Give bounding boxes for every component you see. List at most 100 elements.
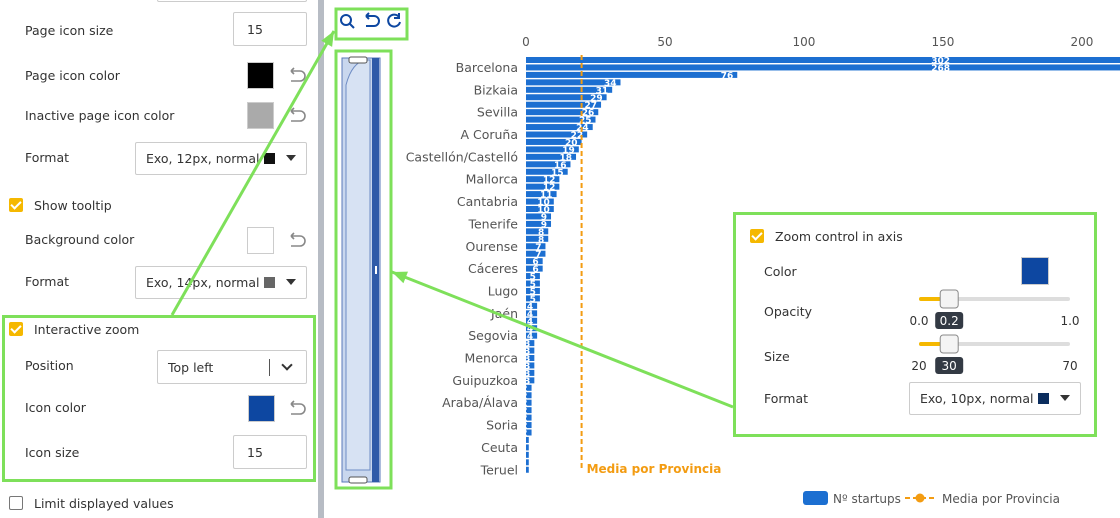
label: Page icon size xyxy=(25,23,114,38)
legend-label: Nº startups xyxy=(833,492,901,506)
bar xyxy=(526,414,532,421)
select[interactable]: Top left xyxy=(157,350,307,384)
color-swatch[interactable] xyxy=(248,395,275,422)
data-label: 20 xyxy=(565,138,578,148)
reset-icon xyxy=(290,107,306,122)
label: Format xyxy=(25,274,70,289)
label: Position xyxy=(25,358,74,373)
bar xyxy=(526,459,529,466)
data-label: 302 xyxy=(931,57,950,67)
input[interactable]: 15 xyxy=(233,435,307,469)
label: Icon color xyxy=(25,400,86,415)
bar xyxy=(526,191,557,198)
bar xyxy=(526,124,593,131)
label: Inactive page icon color xyxy=(25,108,175,123)
input[interactable]: 15 xyxy=(233,12,307,46)
data-label: 1 xyxy=(519,444,525,454)
y-tick-label: Lugo xyxy=(488,283,518,298)
data-label: 7 xyxy=(535,243,541,253)
bar xyxy=(526,116,596,123)
color-swatch[interactable] xyxy=(1021,257,1049,285)
legend-label: Media por Provincia xyxy=(942,492,1060,506)
color-swatch[interactable] xyxy=(247,102,274,129)
zoom-slider[interactable] xyxy=(341,56,381,484)
data-label: 76 xyxy=(721,71,734,81)
input[interactable] xyxy=(157,0,307,2)
bar xyxy=(526,57,1120,63)
bar xyxy=(526,220,552,227)
label: Format xyxy=(25,150,70,165)
label: Format xyxy=(764,391,809,406)
y-tick-label: Jaén xyxy=(490,306,518,321)
bar xyxy=(526,206,554,212)
x-tick-label: 0 xyxy=(522,35,530,49)
y-tick-label: Araba/Álava xyxy=(442,395,518,410)
y-tick-label: Tenerife xyxy=(467,216,518,231)
x-tick-label: 200 xyxy=(1070,35,1093,49)
bar xyxy=(526,258,543,265)
bar xyxy=(526,168,568,175)
reset-icon xyxy=(290,232,306,247)
y-tick-label: Menorca xyxy=(465,351,518,366)
bar xyxy=(526,250,546,257)
label: Interactive zoom xyxy=(34,322,140,337)
y-tick-label: Guipuzkoa xyxy=(452,373,518,388)
select-text: Top left xyxy=(168,360,214,375)
bar xyxy=(526,198,554,205)
bar xyxy=(526,153,577,160)
color-swatch[interactable] xyxy=(247,227,274,254)
data-label: 26 xyxy=(582,109,595,119)
bar xyxy=(526,466,529,473)
data-label: 12 xyxy=(543,176,556,186)
y-tick-label: Cáceres xyxy=(468,261,518,276)
label: Opacity xyxy=(764,304,813,319)
data-label: 31 xyxy=(596,86,609,96)
checkbox[interactable] xyxy=(9,198,23,212)
data-label: 6 xyxy=(532,265,538,275)
dropdown-text: Exo, 10px, normal xyxy=(920,391,1034,406)
checkbox[interactable] xyxy=(9,322,23,336)
data-label: 2 xyxy=(521,422,527,432)
bar xyxy=(526,138,582,145)
checkbox[interactable] xyxy=(9,496,23,510)
zoom-icons[interactable] xyxy=(340,12,401,29)
label: Size xyxy=(764,349,790,364)
highlight xyxy=(334,7,409,41)
data-label: 8 xyxy=(538,228,544,238)
dropdown[interactable]: Exo, 14px, normal xyxy=(135,266,307,299)
data-label: 16 xyxy=(554,161,567,171)
color-swatch[interactable] xyxy=(247,62,274,89)
data-label: 10 xyxy=(537,198,550,208)
dropdown-text: Exo, 14px, normal xyxy=(146,275,260,290)
data-label: 18 xyxy=(560,153,573,163)
label: Limit displayed values xyxy=(34,496,174,511)
reset-icon xyxy=(290,400,306,415)
y-tick-label: Mallorca xyxy=(466,172,518,187)
y-tick-label: Castellón/Castelló xyxy=(406,149,518,164)
data-label: 8 xyxy=(538,235,544,245)
bar xyxy=(526,79,621,86)
data-label: 11 xyxy=(540,191,553,201)
bar xyxy=(526,228,549,235)
dropdown-text: Exo, 12px, normal xyxy=(146,151,260,166)
data-label: 7 xyxy=(535,250,541,260)
dropdown[interactable]: Exo, 12px, normal xyxy=(135,142,307,175)
label: Page icon color xyxy=(25,68,120,83)
highlight xyxy=(334,49,393,490)
legend-swatch xyxy=(803,491,828,505)
y-tick-label: Teruel xyxy=(480,462,518,477)
x-tick-label: 150 xyxy=(931,35,954,49)
bar xyxy=(526,176,560,183)
highlight xyxy=(2,315,316,482)
bar xyxy=(526,183,560,190)
splitter xyxy=(318,0,324,518)
label: Icon size xyxy=(25,445,80,460)
checkbox[interactable] xyxy=(750,229,764,243)
dropdown[interactable]: Exo, 10px, normal xyxy=(909,382,1081,415)
y-tick-label: Bizkaia xyxy=(474,82,518,97)
bar xyxy=(526,429,532,436)
bar xyxy=(526,436,529,443)
label: Show tooltip xyxy=(34,198,112,213)
bar xyxy=(526,131,588,138)
